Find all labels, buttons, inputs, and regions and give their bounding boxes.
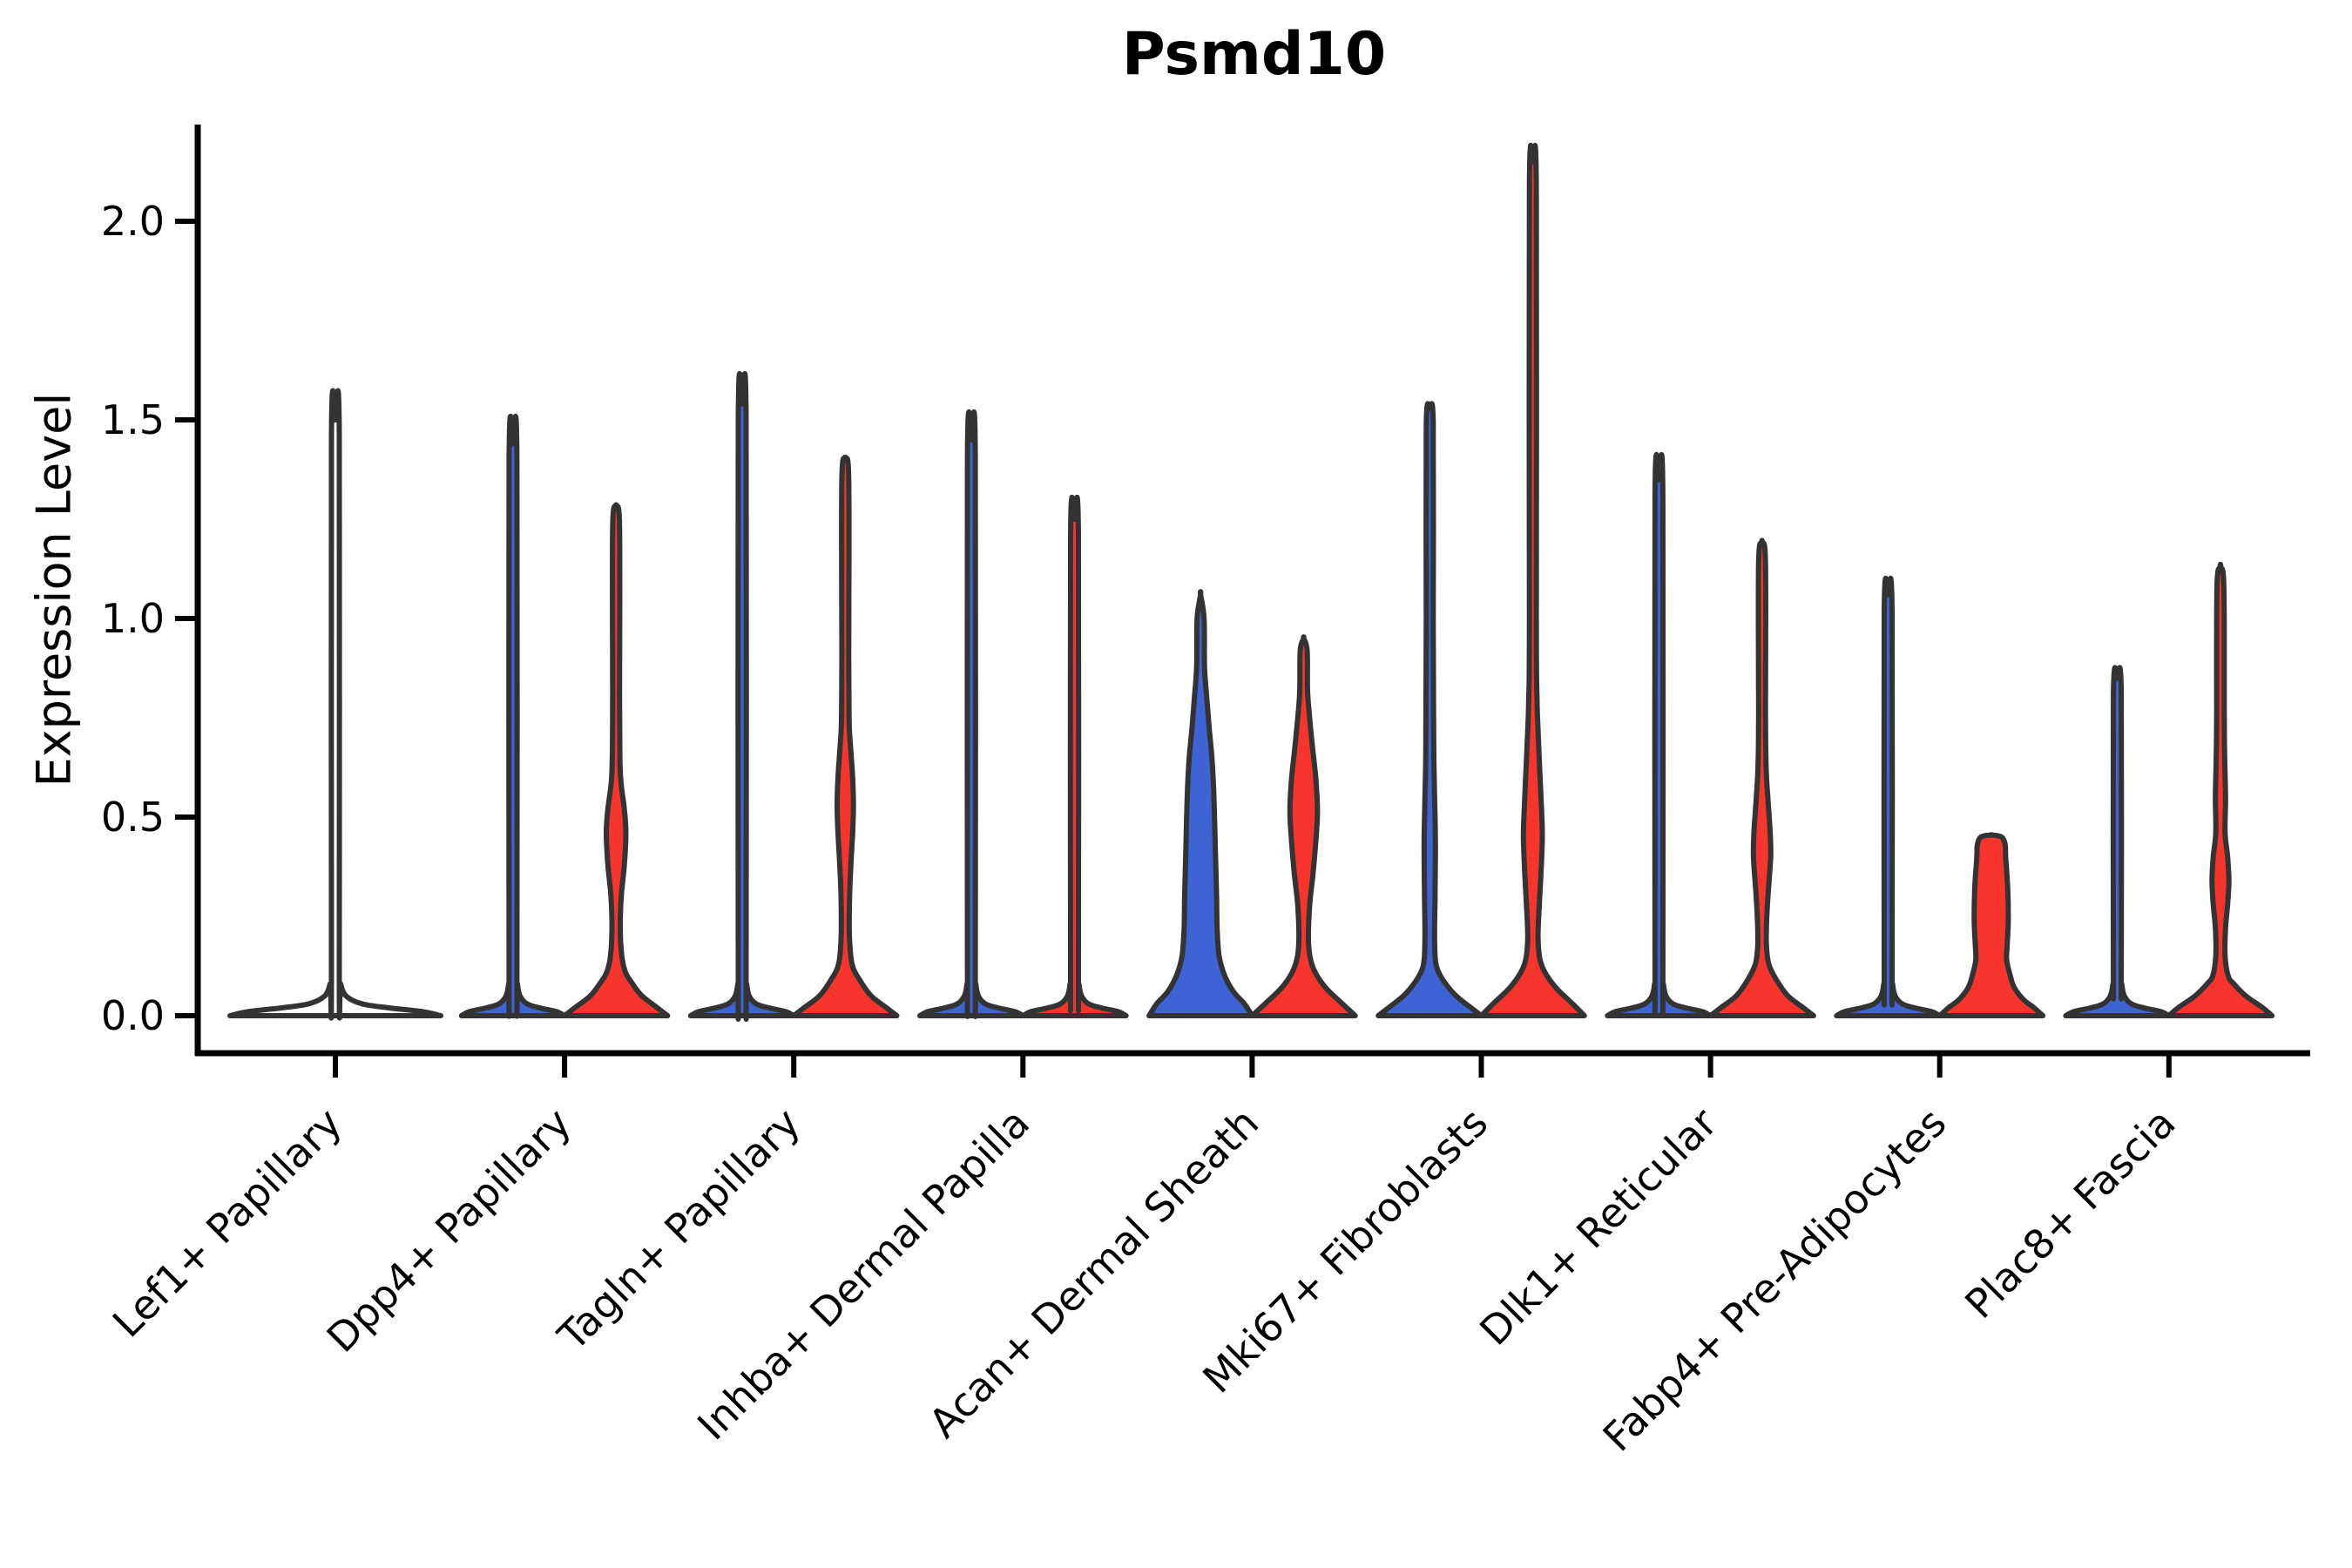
violin-tagln+-red <box>791 454 900 1018</box>
y-tick-label: 0.0 <box>101 992 165 1039</box>
violin-lef1+-none <box>227 388 443 1021</box>
violin-acan+-red <box>1249 634 1358 1018</box>
violin-inhba+-red <box>1020 494 1129 1018</box>
violin-acan+-blue <box>1146 589 1255 1018</box>
violin-dpp4+-blue <box>458 413 568 1019</box>
violin-dpp4+-red <box>562 502 671 1018</box>
chart-title: Psmd10 <box>1121 20 1387 89</box>
x-tick-label: Dlk1+ Reticular <box>1470 1099 1726 1355</box>
violin-mki67+-red <box>1478 143 1587 1018</box>
y-tick-label: 1.0 <box>101 595 165 642</box>
y-tick-label: 0.5 <box>101 794 165 841</box>
violin-mki67+-blue <box>1375 401 1484 1018</box>
x-tick-label: Dpp4+ Papillary <box>318 1099 580 1362</box>
violin-fabp4+-blue <box>1834 575 1943 1018</box>
violin-tagln+-blue <box>687 371 797 1022</box>
violin-plac8+-red <box>2166 561 2275 1018</box>
y-tick-label: 1.5 <box>101 396 165 443</box>
x-tick-label: Tagln+ Papillary <box>548 1099 809 1361</box>
violin-inhba+-blue <box>917 409 1026 1019</box>
violin-dlk1+-blue <box>1605 451 1713 1018</box>
violin-plac8+-blue <box>2063 665 2172 1018</box>
y-tick-label: 2.0 <box>101 198 165 245</box>
violin-fabp4+-red <box>1936 832 2046 1018</box>
x-tick-label: Plac8+ Fascia <box>1956 1099 2184 1328</box>
x-tick-label: Lef1+ Papillary <box>104 1099 351 1347</box>
violin-dlk1+-red <box>1707 537 1816 1018</box>
